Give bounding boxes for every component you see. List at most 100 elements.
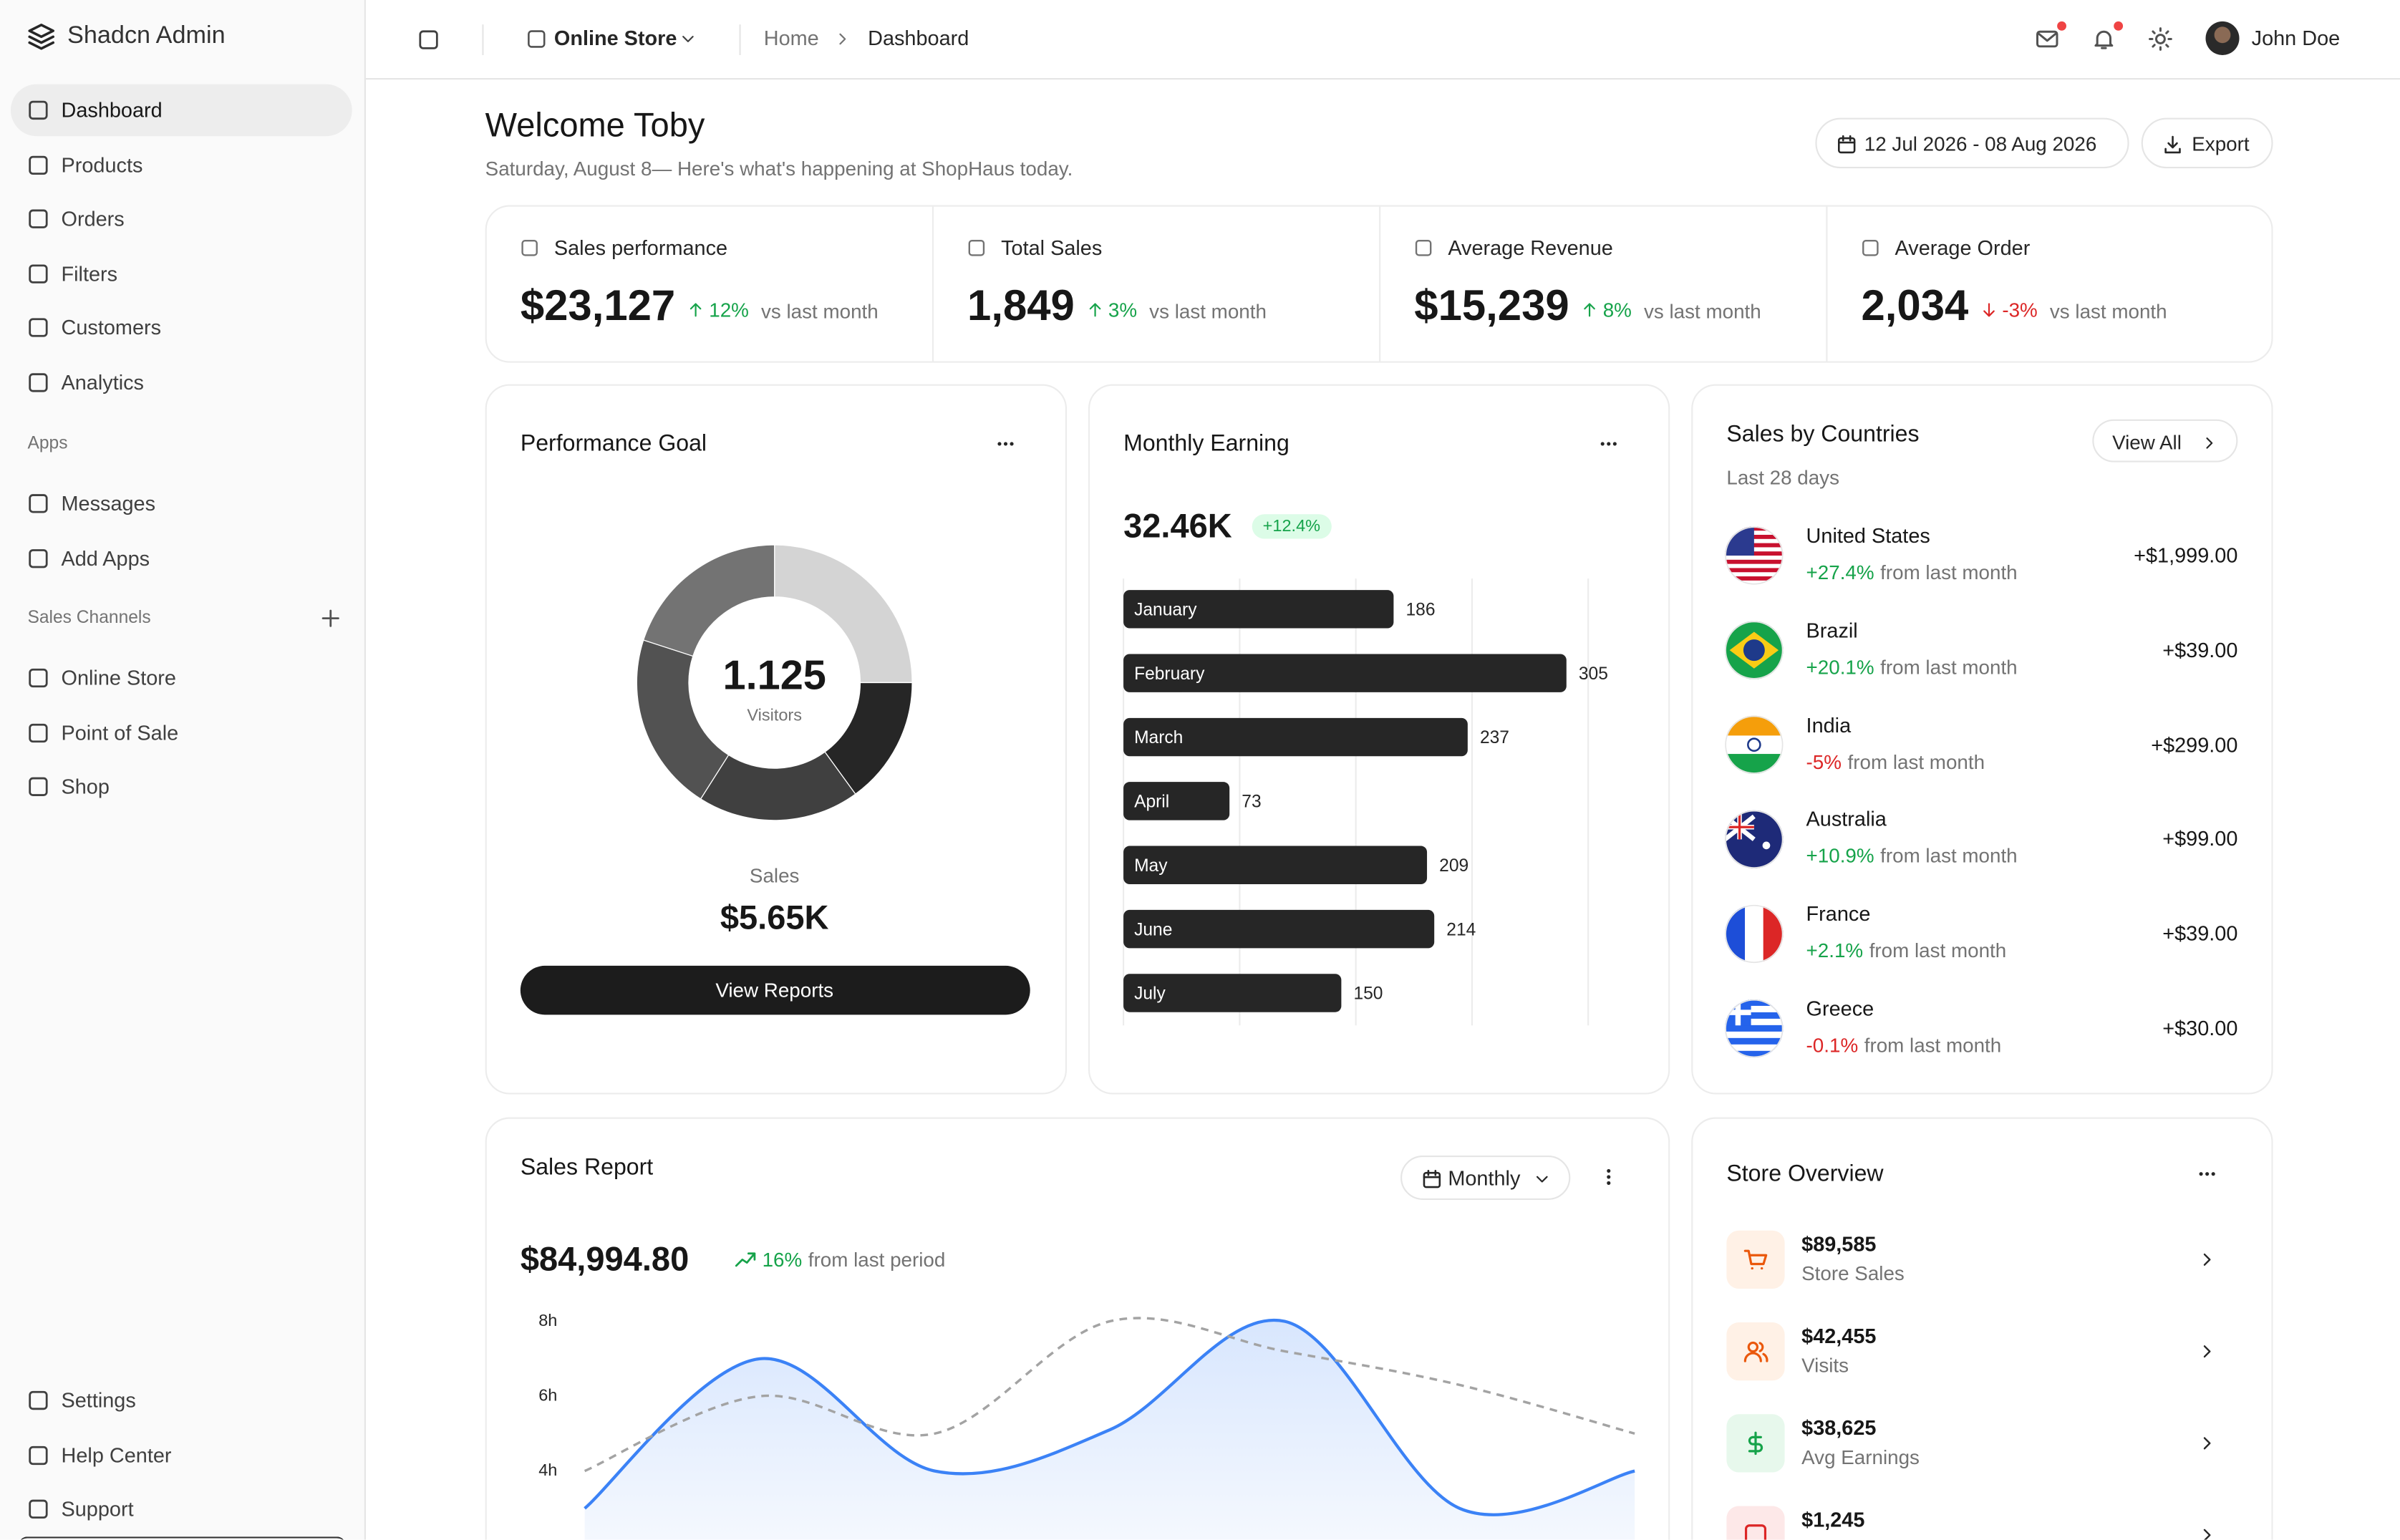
icon-dot <box>997 442 1002 446</box>
icon-stroke <box>1089 302 1101 316</box>
nav-item[interactable]: Online Store <box>11 652 352 704</box>
avatar[interactable] <box>2205 21 2240 55</box>
nav-label: Products <box>61 152 143 177</box>
icon-stroke <box>1584 302 1596 316</box>
nav-icon <box>29 722 48 742</box>
overview-label: Visits <box>1801 1353 1849 1377</box>
change-arrow <box>690 302 702 316</box>
nav-icon <box>29 1445 48 1465</box>
stat-label: Average Order <box>1895 236 2031 260</box>
y-tick-label: 6h <box>538 1385 557 1404</box>
user-name[interactable]: John Doe <box>2251 26 2341 50</box>
bar-category-label: February <box>1134 664 1205 684</box>
country-change-line: -0.1% from last month <box>1806 1034 2002 1057</box>
brand-name: Shadcn Admin <box>67 23 226 49</box>
view-all-button[interactable]: View All <box>2092 419 2238 463</box>
country-change-line: +20.1% from last month <box>1806 656 2018 679</box>
nav-icon <box>29 494 48 513</box>
nav-item[interactable]: Analytics <box>11 357 352 409</box>
stat-row: 2,034 -3% vs last month <box>1862 280 2167 332</box>
period-select[interactable]: Monthly <box>1400 1156 1571 1200</box>
date-range-button[interactable]: 12 Jul 2026 - 08 Aug 2026 <box>1815 117 2129 169</box>
bar-value-label: 305 <box>1579 664 1608 684</box>
nav-item[interactable]: Dashboard <box>10 84 352 137</box>
icon-stroke <box>1862 240 1879 256</box>
donut-segment <box>642 544 775 657</box>
card-title: Store Overview <box>1726 1161 1884 1187</box>
add-channel-button <box>321 609 339 627</box>
stat-change: 3% <box>1108 297 1138 321</box>
line <box>584 1317 1635 1473</box>
icon-stroke <box>1535 1175 1547 1182</box>
nav-item[interactable]: Help Center <box>11 1429 352 1481</box>
bar <box>1123 782 1230 820</box>
icon-stroke <box>2147 26 2172 50</box>
stat-note: vs last month <box>760 299 879 322</box>
brand-logo <box>28 24 54 50</box>
nav-item[interactable]: Point of Sale <box>11 707 352 759</box>
bar-category-label: April <box>1134 793 1169 812</box>
nav-item[interactable]: Products <box>11 139 352 191</box>
bar <box>1123 974 1342 1012</box>
icon-stroke <box>2154 32 2165 44</box>
nav-item[interactable]: Settings <box>11 1375 352 1427</box>
user-card-edge <box>18 1536 347 1539</box>
export-button[interactable]: Export <box>2141 117 2273 169</box>
store-selector[interactable]: Online Store <box>553 26 677 50</box>
nav-label: Add Apps <box>61 546 150 570</box>
calendar-icon <box>1837 134 1855 153</box>
icon-stroke <box>29 668 48 688</box>
view-reports-button[interactable]: View Reports <box>520 965 1030 1015</box>
icon-dot <box>1003 442 1008 446</box>
overview-link[interactable] <box>2198 1251 2217 1269</box>
notifications-button <box>2094 29 2113 49</box>
button-label: View All <box>2112 430 2182 454</box>
change-arrow <box>1983 302 1995 316</box>
donut-center-value: 1.125 <box>723 652 826 698</box>
icon-stroke <box>527 29 545 47</box>
overview-link[interactable] <box>2198 1342 2217 1361</box>
country-amount: +$30.00 <box>2162 1017 2238 1040</box>
overview-link[interactable] <box>2198 1434 2217 1453</box>
country-note: from last month <box>1880 561 2018 584</box>
nav-item[interactable]: Filters <box>11 248 352 300</box>
stat-change: 12% <box>709 297 749 321</box>
nav-item[interactable]: Customers <box>11 302 352 354</box>
sales-value: $5.65K <box>720 898 829 937</box>
breadcrumb-link[interactable]: Home <box>763 26 819 50</box>
bar-category-label: January <box>1134 600 1197 619</box>
icon-dot <box>1607 442 1611 446</box>
chevron <box>1535 1175 1547 1182</box>
country-name: India <box>1806 713 1852 737</box>
donut-center-label: Visitors <box>747 706 802 725</box>
overview-glyph <box>1743 1341 1768 1362</box>
card-menu[interactable] <box>1598 433 1620 455</box>
overview-value: $1,245 <box>1801 1508 1865 1531</box>
nav-item[interactable]: Orders <box>11 193 352 246</box>
overview-link[interactable] <box>2198 1526 2217 1540</box>
icon-stroke <box>2203 1529 2211 1540</box>
earning-value: 32.46K <box>1123 506 1232 546</box>
nav-item[interactable]: Shop <box>11 761 352 813</box>
donut-segment <box>636 639 730 800</box>
card-menu[interactable] <box>1598 1166 1620 1188</box>
bar-category-label: June <box>1134 920 1172 939</box>
bar-category-label: March <box>1134 728 1183 747</box>
nav-item[interactable]: Add Apps <box>11 532 352 584</box>
stat-value: $23,127 <box>520 281 676 329</box>
card-menu[interactable] <box>2197 1163 2218 1185</box>
stat-note: vs last month <box>1643 299 1761 322</box>
country-change-line: -5% from last month <box>1806 750 1985 773</box>
stat-icon <box>1862 240 1879 256</box>
icon-stroke <box>29 1390 48 1410</box>
stat-label: Sales performance <box>553 236 728 260</box>
nav-label: Online Store <box>61 666 176 690</box>
bar-category-label: July <box>1134 984 1166 1004</box>
nav-item[interactable]: Messages <box>11 478 352 530</box>
bar-category-label: May <box>1134 856 1168 876</box>
theme-toggle <box>2147 26 2172 50</box>
icon-stroke <box>1983 302 1995 316</box>
nav-item[interactable]: Support <box>11 1483 352 1536</box>
card-menu[interactable] <box>995 433 1017 455</box>
store-icon <box>527 29 545 47</box>
